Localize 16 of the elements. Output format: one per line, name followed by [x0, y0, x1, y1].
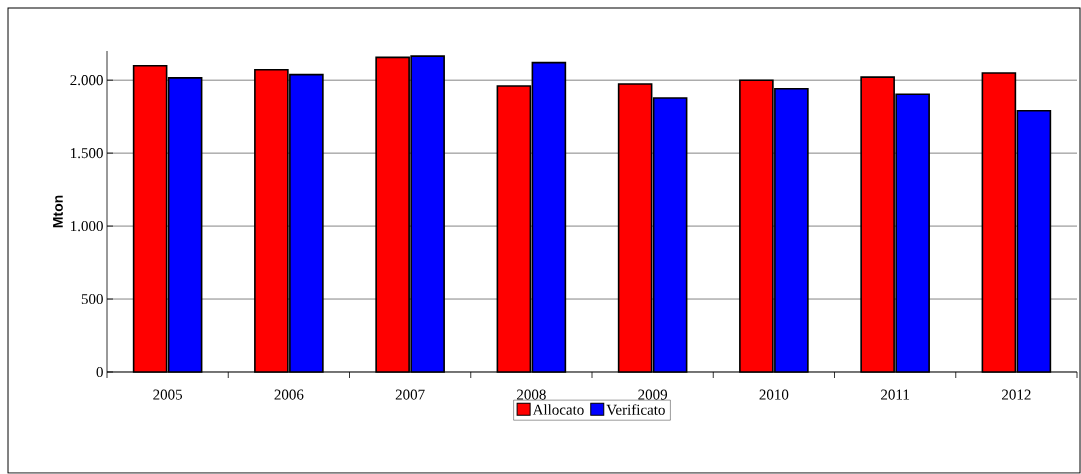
y-tick-label: 500	[81, 293, 103, 305]
x-tick-label: 2007	[395, 389, 425, 400]
y-tick-label: 2.000	[70, 75, 103, 86]
x-tick-label: 2008	[517, 389, 546, 400]
x-tick-label: 2009	[638, 389, 668, 400]
x-tick-label: 2012	[1002, 389, 1031, 400]
legend-label: Verificato	[606, 404, 665, 415]
x-tick-label: 2011	[881, 389, 909, 400]
legend-label: Allocato	[532, 404, 584, 415]
x-tick-label: 2006	[274, 389, 304, 400]
x-tick-label: 2010	[759, 389, 789, 400]
y-tick-label: 0	[96, 366, 103, 378]
y-tick-label: 1.500	[71, 148, 103, 159]
y-axis-title: Mton	[53, 195, 63, 228]
y-tick-label: 1.000	[71, 221, 103, 232]
x-tick-label: 2005	[153, 389, 183, 400]
